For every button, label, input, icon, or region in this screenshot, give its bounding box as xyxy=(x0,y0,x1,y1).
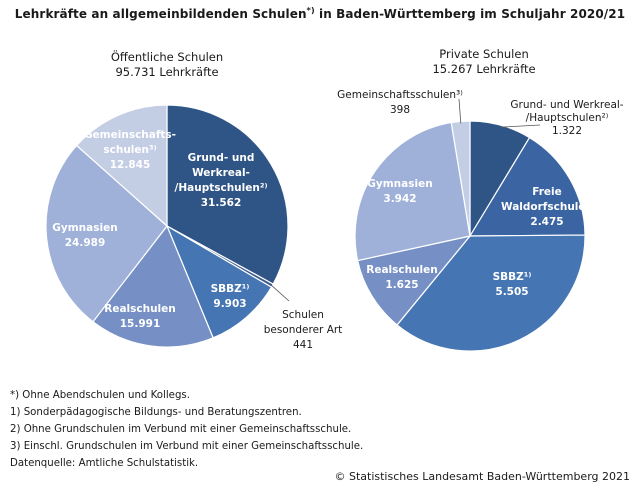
pie2-label-gwhs: Grund- und Werkreal-/Hauptschulen²⁾ 1.322 xyxy=(510,99,623,137)
copyright-notice: © Statistisches Landesamt Baden-Württemb… xyxy=(334,470,630,483)
pie2-leader-gwhs xyxy=(500,124,541,128)
pie1-label-real: Realschulen 15.991 xyxy=(104,303,176,330)
pie1-slice-real xyxy=(92,224,214,348)
pie1-label-gwhs: Grund- und Werkreal-/Hauptschulen²⁾ 31.562 xyxy=(175,152,268,209)
pie2-label-gms: Gemeinschaftsschulen³⁾ 398 xyxy=(337,89,463,116)
pie1-label-gym: Gymnasien 24.989 xyxy=(52,222,117,249)
pie2-label-gym: Gymnasien 3.942 xyxy=(367,178,432,205)
title-main: Lehrkräfte an allgemeinbildenden Schulen xyxy=(14,7,307,21)
pie1-slice-gms xyxy=(75,104,168,228)
pie-subtitle-2: 15.267 Lehrkräfte xyxy=(432,62,535,76)
pie2-slice-gym xyxy=(354,121,471,262)
footnote-1: *) Ohne Abendschulen und Kollegs. xyxy=(10,390,190,401)
pie2-label-sbbz: SBBZ¹⁾ 5.505 xyxy=(493,271,532,298)
title-footnote-marker: *) xyxy=(306,6,315,15)
footnote-4: 3) Einschl. Grundschulen im Verbund mit … xyxy=(10,441,364,452)
pie1-label-sonder: Schulen besonderer Art 441 xyxy=(264,309,343,351)
footnote-source: Datenquelle: Amtliche Schulstatistik. xyxy=(10,458,199,469)
pie2-slice-sbbz xyxy=(396,234,586,352)
title-rest: in Baden-Württemberg im Schuljahr 2020/2… xyxy=(314,7,626,21)
pie1-label-gms: Gemeinschafts-schulen³⁾ 12.845 xyxy=(84,129,176,171)
pie2-label-waldorf: Freie Waldorfschulen 2.475 xyxy=(501,186,593,228)
pie2-label-real: Realschulen 1.625 xyxy=(366,264,438,291)
pie1-label-sbbz: SBBZ¹⁾ 9.903 xyxy=(211,283,250,310)
pie1-slice-gwhs xyxy=(166,104,289,285)
pie2-slice-waldorf xyxy=(468,136,586,237)
pie1-slice-sbbz xyxy=(165,224,273,339)
pie2-slice-real xyxy=(356,235,472,326)
footnote-3: 2) Ohne Grundschulen im Verbund mit eine… xyxy=(10,424,352,435)
pie1-slice-gym xyxy=(45,144,168,323)
pie1-leader-sonder xyxy=(270,284,290,302)
chart-title: Lehrkräfte an allgemeinbildenden Schulen… xyxy=(0,6,640,21)
pie2-leader-gms xyxy=(458,98,462,124)
pie-title-1: Öffentliche Schulen xyxy=(111,48,223,64)
pie-title-2: Private Schulen xyxy=(439,47,529,61)
footnote-2: 1) Sonderpädagogische Bildungs- und Bera… xyxy=(10,407,302,418)
pie-subtitle-1: 95.731 Lehrkräfte xyxy=(115,65,218,79)
